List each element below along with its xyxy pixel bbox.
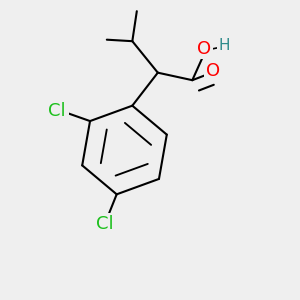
Text: H: H	[218, 38, 230, 53]
Text: Cl: Cl	[48, 102, 66, 120]
Text: O: O	[206, 62, 220, 80]
Text: Cl: Cl	[96, 215, 113, 233]
Text: O: O	[197, 40, 212, 58]
